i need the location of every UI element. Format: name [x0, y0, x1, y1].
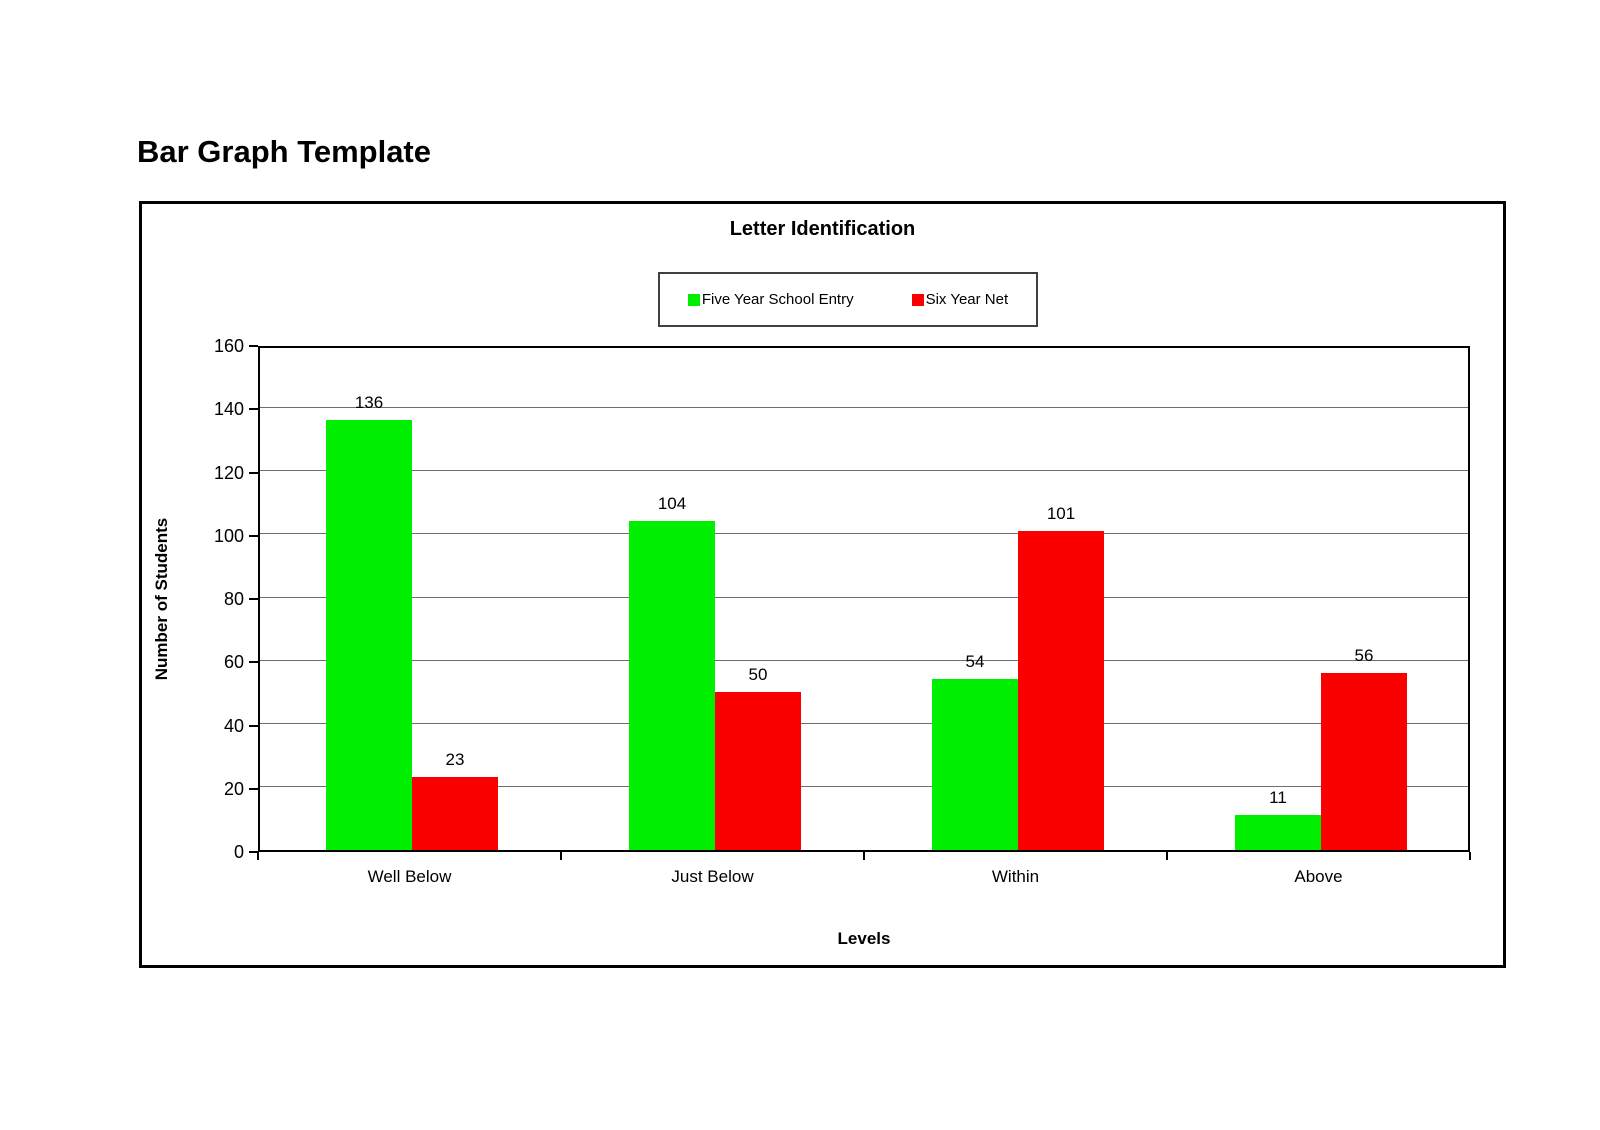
bar-six-year	[1018, 531, 1104, 850]
x-axis-category-label: Just Below	[671, 867, 754, 886]
x-axis-tick	[863, 852, 865, 860]
bar-five-year	[932, 679, 1018, 850]
chart-frame: Letter Identification Five Year School E…	[139, 201, 1506, 968]
chart-title: Letter Identification	[729, 218, 916, 240]
y-axis-tick	[249, 598, 258, 600]
bar-value-label: 11	[1269, 788, 1287, 807]
y-axis-tick	[249, 534, 258, 537]
x-axis-category-label: Above	[1294, 867, 1343, 886]
y-axis-tick-label: 60	[223, 652, 244, 673]
legend-label: Six Year Net	[925, 291, 1009, 308]
plot-area: 136 23 104 50 54 101 11 56	[258, 346, 1470, 852]
y-axis-tick-label: 100	[213, 525, 244, 546]
y-axis-tick-label: 140	[213, 399, 244, 420]
y-axis-tick	[249, 471, 258, 474]
gridline	[260, 786, 1468, 788]
x-axis-tick	[1166, 852, 1168, 860]
bar-value-label: 54	[965, 652, 985, 671]
y-axis-tick	[249, 787, 258, 790]
bar-value-label: 50	[748, 665, 768, 684]
legend-item: Five Year School Entry	[687, 291, 854, 308]
bar-six-year	[715, 692, 801, 850]
x-axis-tick	[1469, 852, 1471, 860]
gridline	[260, 470, 1468, 471]
bar-five-year	[1235, 815, 1321, 850]
y-axis-tick-label: 20	[223, 778, 244, 799]
legend: Five Year School Entry Six Year Net	[658, 272, 1038, 327]
y-axis-tick-label: 120	[213, 462, 244, 483]
x-axis-title: Levels	[837, 929, 891, 948]
y-axis-tick	[249, 851, 258, 853]
y-axis-tick-label: 160	[213, 336, 244, 356]
legend-swatch	[911, 293, 924, 306]
bar-five-year	[629, 521, 715, 850]
bar-value-label: 136	[354, 393, 384, 412]
gridline	[260, 723, 1468, 724]
gridline	[260, 596, 1468, 598]
legend-swatch	[687, 293, 700, 306]
bar-value-label: 56	[1354, 646, 1374, 665]
legend-item: Six Year Net	[911, 291, 1009, 308]
legend-label: Five Year School Entry	[701, 291, 854, 308]
y-axis-tick-label: 80	[223, 589, 244, 609]
y-axis-tick-label: 0	[233, 842, 244, 862]
y-axis-tick	[249, 724, 258, 727]
page-title: Bar Graph Template	[137, 134, 432, 169]
bar-six-year	[412, 777, 498, 850]
bar-five-year	[326, 420, 412, 850]
y-axis-tick	[249, 661, 258, 664]
bar-value-label: 104	[657, 494, 687, 513]
gridline	[260, 659, 1468, 661]
x-axis-category-label: Within	[991, 867, 1040, 886]
gridline	[260, 533, 1468, 535]
x-axis-category-label: Well Below	[367, 867, 452, 886]
y-axis-tick	[249, 408, 258, 411]
bar-value-label: 23	[445, 750, 465, 769]
x-axis-tick	[257, 852, 259, 860]
bar-six-year	[1321, 673, 1407, 850]
y-axis-tick	[249, 345, 258, 347]
y-axis-tick-label: 40	[223, 715, 244, 736]
x-axis-tick	[560, 852, 562, 860]
bar-value-label: 101	[1046, 504, 1076, 523]
gridline	[260, 406, 1468, 408]
